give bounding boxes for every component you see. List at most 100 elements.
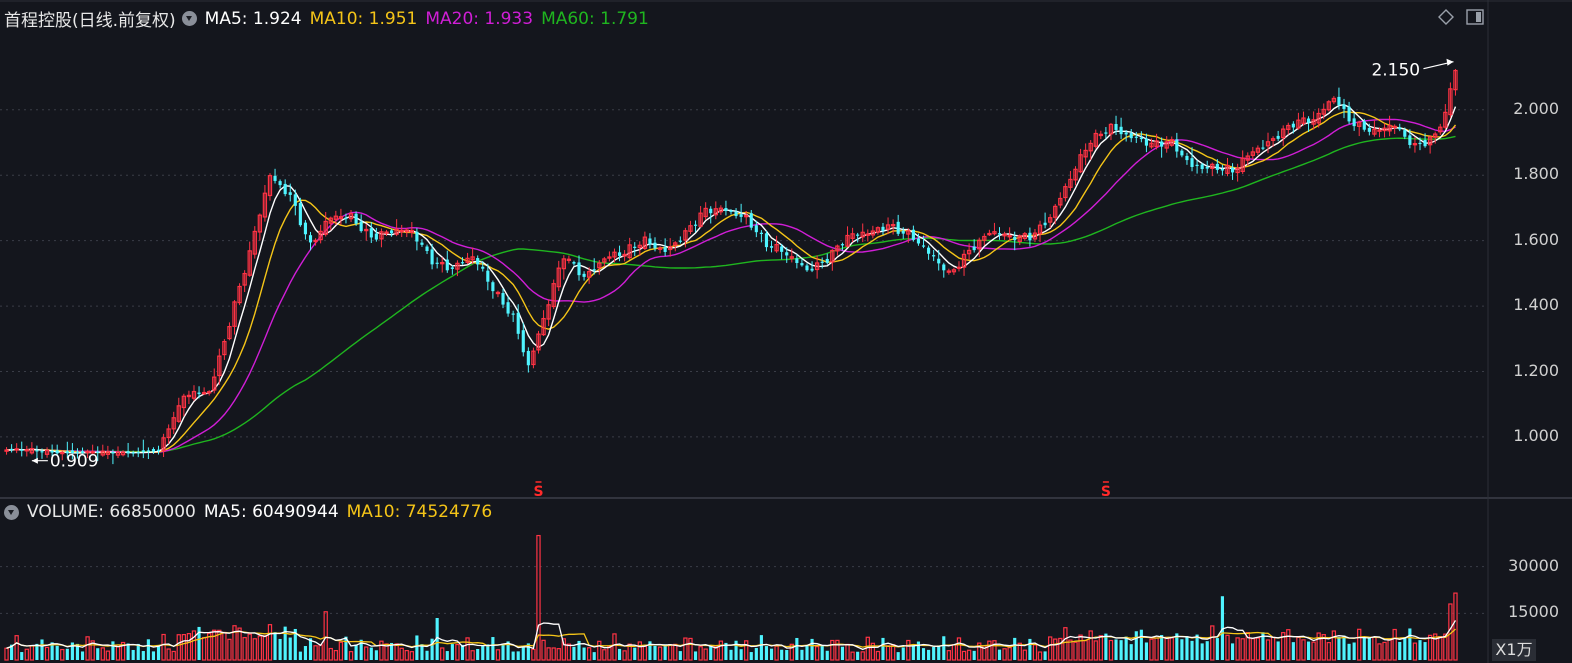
candle-up [992, 231, 997, 235]
volume-bar-up [409, 651, 414, 661]
volume-bar-up [1017, 642, 1022, 661]
candle-up [1053, 205, 1058, 218]
candle-up [1250, 151, 1255, 156]
candle-up [1083, 149, 1088, 158]
candle-up [232, 301, 237, 327]
candle-up [44, 449, 50, 455]
volume-bar-up [1281, 632, 1286, 661]
volume-unit-badge[interactable]: X1万 [1492, 639, 1536, 661]
volume-bar-down [1160, 635, 1164, 660]
candle-up [673, 242, 678, 246]
candle-down [729, 210, 733, 212]
ma60-label: MA60: 1.791 [541, 8, 649, 29]
volume-bar-up [875, 650, 881, 661]
candle-up [399, 229, 404, 233]
volume-bar-up [333, 650, 339, 661]
volume-bar-up [1286, 629, 1291, 661]
volume-bar-down [1139, 629, 1143, 660]
candle-down [435, 262, 439, 264]
volume-bar-down [678, 651, 682, 660]
candle-down [96, 451, 100, 453]
candle-up [1377, 129, 1382, 132]
volume-bar-up [1032, 644, 1038, 661]
candle-up [946, 270, 952, 273]
candle-up [267, 175, 273, 197]
candle-down [146, 450, 150, 452]
candle-up [207, 391, 212, 394]
volume-bar-down [972, 650, 976, 660]
volume-bar-down [1175, 633, 1179, 660]
volume-bar-down [769, 648, 774, 660]
volume-bar-up [171, 650, 176, 661]
candle-up [24, 449, 29, 452]
candle-down [126, 451, 130, 454]
candle-down [795, 258, 799, 264]
candle-down [1114, 123, 1118, 130]
candle-down [1276, 135, 1280, 139]
price-tick-label: 1.800 [1513, 164, 1559, 184]
panel-toggle-icon[interactable] [1466, 9, 1484, 25]
chevron-down-icon[interactable] [181, 11, 197, 26]
volume-bar-down [298, 651, 302, 660]
candle-down [486, 270, 490, 282]
candle-down [136, 452, 140, 454]
volume-bar-up [1311, 641, 1316, 661]
candle-down [759, 232, 763, 235]
candle-up [1382, 127, 1387, 132]
candle-down [1403, 130, 1407, 137]
volume-bar-down [1362, 636, 1366, 660]
volume-bar-down [55, 645, 59, 660]
volume-bar-up [586, 647, 592, 661]
chevron-down-icon[interactable] [4, 504, 19, 520]
volume-bar-up [227, 638, 232, 661]
candle-down [1230, 167, 1235, 173]
candle-up [1164, 141, 1169, 149]
candle-up [1093, 132, 1098, 147]
candle-down [1134, 136, 1138, 138]
price-tick-label: 1.200 [1513, 360, 1559, 380]
volume-bar-down [1352, 642, 1356, 660]
volume-bar-up [718, 640, 724, 661]
candle-up [495, 291, 501, 295]
volume-bar-up [551, 647, 556, 661]
volume-bar-down [359, 639, 363, 660]
volume-bar-up [556, 648, 561, 661]
diamond-icon[interactable] [1438, 9, 1454, 25]
volume-bar-up [1098, 635, 1104, 661]
volume-bar-down [146, 639, 150, 660]
candle-down [491, 282, 495, 292]
candle-up [105, 451, 111, 455]
candle-down [1129, 133, 1133, 139]
volume-bar-up [1169, 637, 1174, 661]
volume-bar-up [318, 644, 323, 661]
candle-down [800, 263, 804, 266]
price-tick-label: 2.000 [1513, 98, 1559, 118]
candle-down [1337, 96, 1341, 106]
candle-down [1408, 135, 1412, 145]
volume-bar-down [136, 643, 140, 660]
candle-up [789, 256, 794, 259]
volume-bar-up [890, 644, 896, 661]
volume-bar-down [734, 640, 738, 660]
volume-bar-down [764, 646, 769, 660]
volume-bar-up [561, 638, 566, 661]
volume-bar-up [1392, 628, 1397, 661]
volume-bar-up [1316, 632, 1321, 661]
candle-up [814, 262, 820, 271]
candle-down [476, 258, 480, 265]
candle-up [668, 246, 673, 251]
volume-bar-down [937, 645, 941, 660]
candle-up [465, 257, 470, 263]
price-legend: 首程控股(日线.前复权) MA5: 1.924 MA10: 1.951 MA20… [4, 6, 657, 32]
candle-up [90, 451, 95, 454]
volume-bar-up [60, 648, 65, 661]
volume-bar-up [495, 649, 501, 661]
volume-bar-up [992, 640, 997, 661]
volume-bar-down [617, 648, 622, 660]
volume-legend: VOLUME: 66850000 MA5: 60490944 MA10: 745… [4, 502, 500, 522]
candle-up [1453, 69, 1458, 91]
candle-down [273, 175, 277, 181]
volume-bar-up [1210, 625, 1215, 661]
candle-down [1423, 140, 1427, 147]
volume-bar-up [713, 646, 718, 661]
